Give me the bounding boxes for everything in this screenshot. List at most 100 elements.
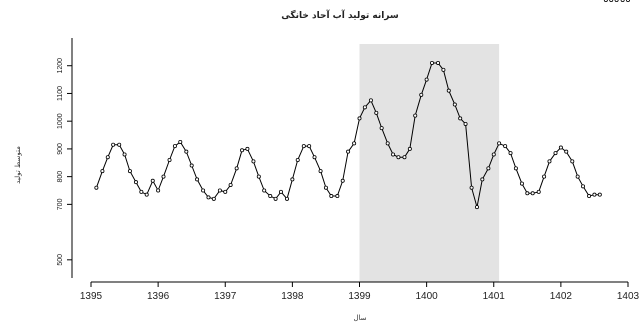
data-point bbox=[195, 177, 200, 182]
data-point bbox=[374, 110, 379, 115]
data-point bbox=[323, 185, 328, 190]
data-point bbox=[127, 169, 132, 174]
data-point bbox=[178, 139, 183, 144]
x-tick-label-1403: 1403 bbox=[617, 291, 640, 302]
data-point bbox=[352, 141, 357, 146]
data-point bbox=[575, 174, 580, 179]
data-point bbox=[256, 174, 261, 179]
data-point bbox=[463, 121, 468, 126]
data-point bbox=[94, 185, 99, 190]
data-point bbox=[503, 144, 508, 149]
data-point bbox=[251, 159, 256, 164]
data-point bbox=[424, 77, 429, 82]
data-point bbox=[245, 146, 250, 151]
y-tick-label-700: 700 bbox=[57, 198, 64, 210]
data-point bbox=[290, 177, 295, 182]
data-point bbox=[547, 159, 552, 164]
data-point bbox=[558, 145, 563, 150]
data-point bbox=[122, 152, 127, 157]
data-point bbox=[217, 188, 222, 193]
highlight-region bbox=[359, 44, 500, 282]
x-axis-label: سال bbox=[353, 314, 366, 322]
y-tick-label-900: 900 bbox=[57, 143, 64, 155]
series-points bbox=[94, 0, 630, 210]
data-point bbox=[100, 169, 105, 174]
data-point bbox=[368, 98, 373, 103]
x-tick-label-1395: 1395 bbox=[80, 291, 103, 302]
y-axis-label: متوسط تولید bbox=[14, 146, 22, 184]
data-point bbox=[340, 178, 345, 183]
data-point bbox=[391, 152, 396, 157]
data-point bbox=[105, 155, 110, 160]
data-point bbox=[469, 185, 474, 190]
data-point bbox=[407, 146, 412, 151]
data-point bbox=[436, 60, 441, 65]
data-point bbox=[335, 194, 340, 199]
data-point bbox=[189, 163, 194, 168]
data-point bbox=[486, 166, 491, 171]
data-point bbox=[262, 188, 267, 193]
data-point bbox=[413, 113, 418, 118]
y-tick-label-1000: 1000 bbox=[57, 113, 64, 129]
data-point bbox=[620, 0, 625, 2]
data-point bbox=[581, 184, 586, 189]
data-point bbox=[474, 205, 479, 210]
data-point bbox=[156, 188, 161, 193]
data-point bbox=[206, 195, 211, 200]
data-point bbox=[150, 178, 155, 183]
data-point bbox=[491, 152, 496, 157]
data-point bbox=[234, 166, 239, 171]
data-point bbox=[429, 60, 434, 65]
data-point bbox=[295, 157, 300, 162]
data-point bbox=[329, 194, 334, 199]
data-point bbox=[530, 191, 535, 196]
data-point bbox=[184, 149, 189, 154]
data-point bbox=[592, 192, 597, 197]
data-point bbox=[240, 148, 245, 153]
x-tick-label-1396: 1396 bbox=[147, 291, 170, 302]
x-tick-label-1400: 1400 bbox=[416, 291, 439, 302]
data-point bbox=[223, 189, 228, 194]
data-point bbox=[513, 166, 518, 171]
data-point bbox=[402, 155, 407, 160]
x-tick-label-1398: 1398 bbox=[281, 291, 304, 302]
data-point bbox=[441, 67, 446, 72]
data-point bbox=[626, 0, 630, 2]
data-point bbox=[273, 196, 278, 201]
y-tick-label-500: 500 bbox=[57, 254, 64, 266]
data-point bbox=[362, 105, 367, 110]
data-point bbox=[564, 149, 569, 154]
x-tick-label-1399: 1399 bbox=[348, 291, 371, 302]
y-tick-label-1100: 1100 bbox=[57, 86, 64, 101]
data-point bbox=[379, 126, 384, 131]
data-point bbox=[597, 192, 602, 197]
data-point bbox=[346, 149, 351, 154]
data-point bbox=[312, 155, 317, 160]
data-point bbox=[497, 141, 502, 146]
data-point bbox=[614, 0, 619, 2]
x-tick-label-1402: 1402 bbox=[550, 291, 573, 302]
x-axis: 1395 1396 1397 1398 1399 1400 1401 1402 1403 bbox=[80, 282, 640, 302]
data-point bbox=[268, 194, 273, 199]
data-point bbox=[446, 88, 451, 93]
data-point bbox=[211, 196, 216, 201]
data-point bbox=[396, 155, 401, 160]
data-point bbox=[570, 159, 575, 164]
data-point bbox=[609, 0, 614, 2]
data-point bbox=[307, 144, 312, 149]
data-point bbox=[419, 92, 424, 97]
data-point bbox=[553, 151, 558, 156]
data-point bbox=[508, 151, 513, 156]
data-point bbox=[139, 189, 144, 194]
data-point bbox=[458, 116, 463, 121]
data-point bbox=[285, 196, 290, 201]
data-point bbox=[536, 189, 541, 194]
y-tick-label-800: 800 bbox=[57, 171, 64, 183]
data-point bbox=[172, 144, 177, 149]
data-point bbox=[201, 188, 206, 193]
data-point bbox=[144, 192, 149, 197]
data-point bbox=[278, 189, 283, 194]
data-point bbox=[480, 177, 485, 182]
